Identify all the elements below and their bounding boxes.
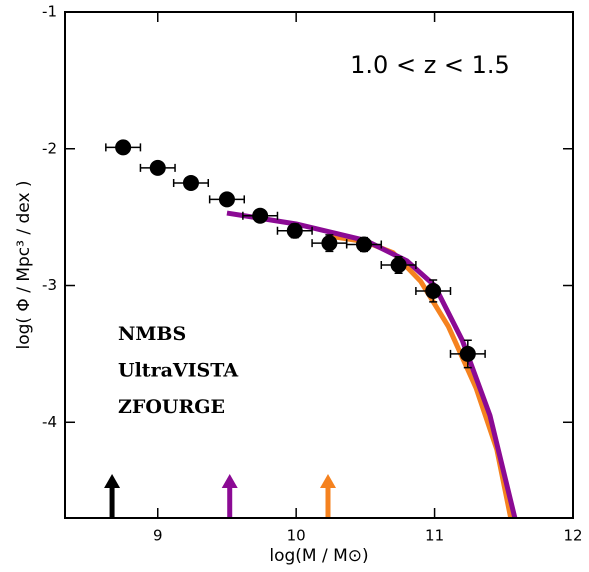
annotation: 1.0 < z < 1.5 <box>350 51 510 79</box>
point <box>321 235 338 252</box>
y-tick-label: -4 <box>42 413 57 431</box>
point <box>252 207 269 224</box>
point <box>459 345 476 362</box>
x-tick-label: 10 <box>287 527 306 545</box>
point <box>286 222 303 239</box>
x-axis-label: log(M / M⊙) <box>269 546 368 566</box>
x-tick-label: 12 <box>563 527 582 545</box>
y-tick-label: -1 <box>42 3 57 21</box>
point <box>390 257 407 273</box>
y-tick-label: -2 <box>42 139 57 157</box>
curve <box>226 210 518 518</box>
mass-limit-arrow <box>104 474 121 518</box>
legend-label: UltraVISTA <box>118 360 238 382</box>
point <box>355 236 372 253</box>
point <box>218 191 235 208</box>
point <box>425 282 442 299</box>
x-tick-label: 9 <box>153 527 163 545</box>
y-tick-label: -3 <box>42 276 57 294</box>
mass-limit-arrow <box>319 474 336 518</box>
legend-label: NMBS <box>118 323 186 345</box>
mass-limit-arrow <box>221 474 238 518</box>
x-tick-label: 11 <box>425 527 444 545</box>
curve <box>330 233 514 518</box>
y-axis-label: log( Φ / Mpc³ / dex ) <box>14 180 34 349</box>
legend-label: ZFOURGE <box>118 396 225 418</box>
point <box>149 159 166 176</box>
point <box>115 139 132 156</box>
plot-frame <box>64 11 574 519</box>
point <box>182 174 199 191</box>
